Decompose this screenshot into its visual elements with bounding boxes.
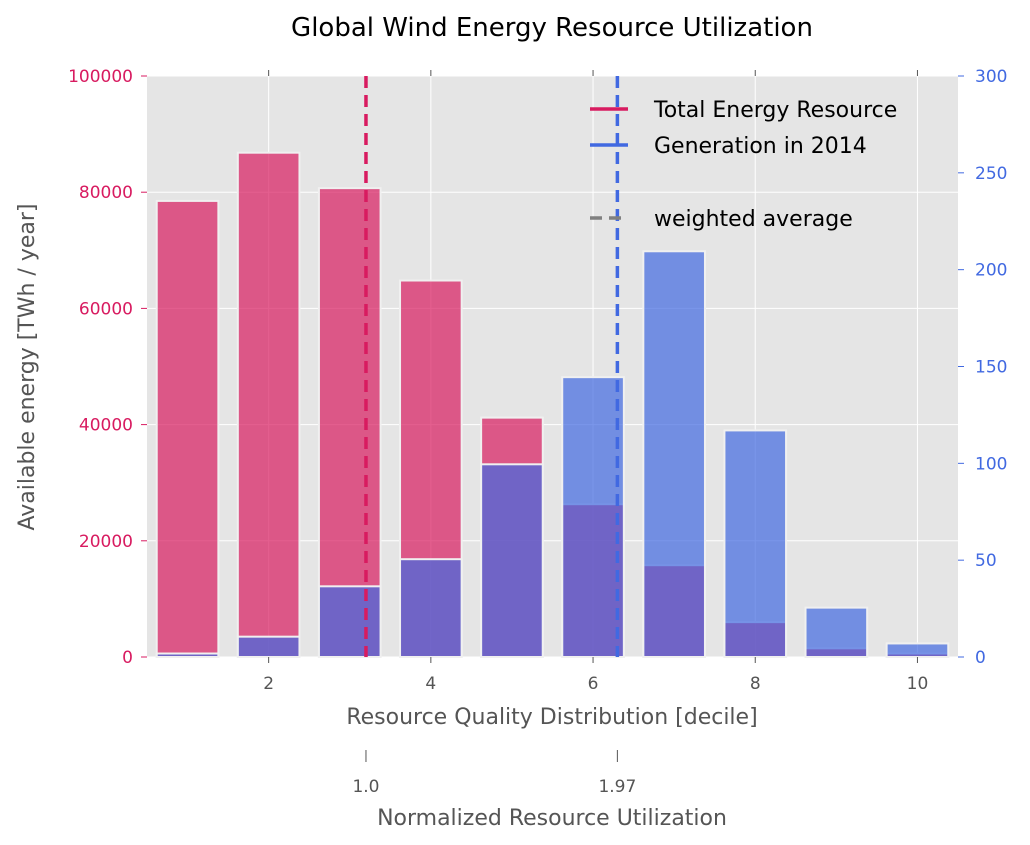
x-tick-label: 10 bbox=[907, 674, 929, 694]
y2-tick-label: 200 bbox=[975, 261, 1007, 281]
legend-generation-2014-label: Generation in 2014 bbox=[654, 134, 867, 159]
y-tick-label: 60000 bbox=[79, 299, 133, 319]
bars bbox=[155, 151, 950, 659]
y2-tick-label: 0 bbox=[975, 648, 986, 668]
secondary-x-axis-label: Normalized Resource Utilization bbox=[377, 806, 727, 831]
y-tick-label: 40000 bbox=[79, 416, 133, 436]
x-tick-label: 2 bbox=[263, 674, 274, 694]
y2-tick-label: 300 bbox=[975, 67, 1007, 87]
bar-generation-2014 bbox=[480, 463, 544, 658]
bar-generation-2014 bbox=[317, 585, 382, 658]
weighted-average-lines bbox=[364, 76, 620, 657]
bar-generation-2014 bbox=[723, 429, 788, 658]
bar-generation-2014 bbox=[804, 606, 869, 658]
y2-tick-label: 50 bbox=[975, 551, 997, 571]
legend: Total Energy Resource Generation in 2014 w… bbox=[590, 98, 897, 232]
y-tick-label: 0 bbox=[122, 648, 133, 668]
x-tick-label: 6 bbox=[588, 674, 599, 694]
secondary-x-tick-label: 1.0 bbox=[352, 777, 379, 797]
x-axis-label: Resource Quality Distribution [decile] bbox=[346, 705, 757, 730]
bar-generation-2014 bbox=[642, 250, 706, 658]
legend-total-energy-resource-label: Total Energy Resource bbox=[653, 98, 897, 123]
legend-weighted-average-label: weighted average bbox=[654, 207, 853, 232]
y-tick-label: 20000 bbox=[79, 532, 133, 552]
axes: 0 20000 40000 60000 80000 100000 0 50 100 150 200 2… bbox=[68, 67, 1007, 797]
bar-generation-2014 bbox=[561, 376, 625, 658]
y-axis-label: Available energy [TWh / year] bbox=[15, 203, 40, 530]
y2-tick-label: 250 bbox=[975, 164, 1007, 184]
bar-total-energy-resource bbox=[317, 187, 382, 658]
bar-total-energy-resource bbox=[155, 199, 220, 658]
x-tick-label: 8 bbox=[750, 674, 761, 694]
y2-tick-label: 100 bbox=[975, 454, 1007, 474]
bar-generation-2014 bbox=[155, 652, 220, 658]
y-tick-label: 100000 bbox=[68, 67, 133, 87]
bar-generation-2014 bbox=[236, 635, 301, 658]
bar-generation-2014 bbox=[399, 558, 463, 658]
secondary-x-tick-label: 1.97 bbox=[598, 777, 636, 797]
bar-generation-2014 bbox=[885, 642, 950, 659]
bar-total-energy-resource bbox=[236, 151, 301, 659]
chart-title: Global Wind Energy Resource Utilization bbox=[291, 13, 813, 43]
y2-tick-label: 150 bbox=[975, 358, 1007, 378]
y-tick-label: 80000 bbox=[79, 183, 133, 203]
x-tick-label: 4 bbox=[425, 674, 436, 694]
